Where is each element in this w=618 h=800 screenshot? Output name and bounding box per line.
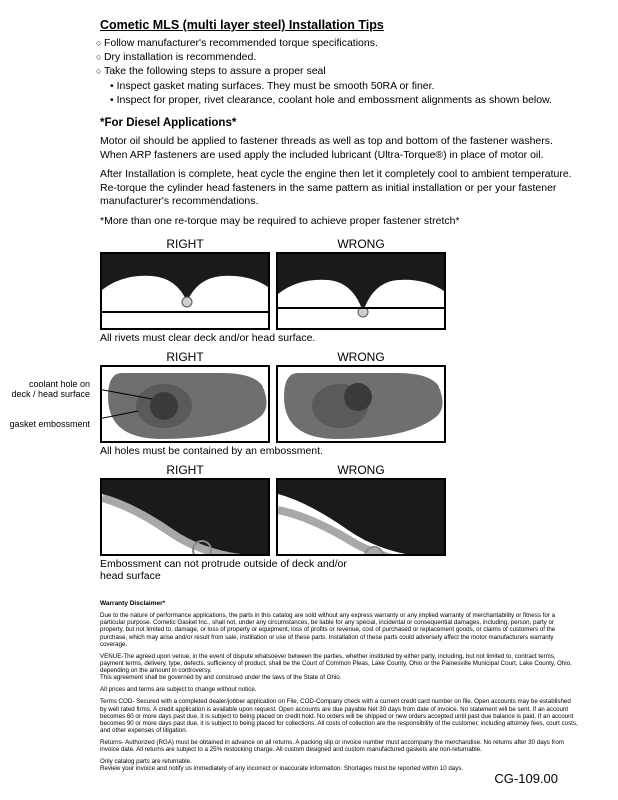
figure-box <box>100 478 270 556</box>
figure-wrong: WRONG <box>276 237 446 330</box>
figure-box <box>100 252 270 330</box>
bullet-item: Follow manufacturer's recommended torque… <box>96 36 588 50</box>
figure-label-wrong: WRONG <box>276 237 446 251</box>
page-title: Cometic MLS (multi layer steel) Installa… <box>100 18 588 32</box>
figure-row-embossment: RIGHT WRONG <box>100 463 588 556</box>
emboss-wrong-svg <box>278 480 446 556</box>
figure-label-wrong: WRONG <box>276 350 446 364</box>
figure-label-right: RIGHT <box>100 463 270 477</box>
figure-label-wrong: WRONG <box>276 463 446 477</box>
figure-caption: All holes must be contained by an emboss… <box>100 445 588 457</box>
figure-box <box>276 252 446 330</box>
figure-label-right: RIGHT <box>100 350 270 364</box>
hole-wrong-svg <box>278 367 446 443</box>
paragraph: After Installation is complete, heat cyc… <box>100 168 578 209</box>
figure-right: RIGHT <box>100 463 270 556</box>
disclaimer-para: Returns- Authorized (RGA) must be obtain… <box>100 739 578 753</box>
figure-wrong: WRONG <box>276 350 446 443</box>
figure-label-right: RIGHT <box>100 237 270 251</box>
paragraph: *More than one re-torque may be required… <box>100 215 578 229</box>
emboss-right-svg <box>102 480 270 556</box>
figure-wrong: WRONG <box>276 463 446 556</box>
figure-caption: All rivets must clear deck and/or head s… <box>100 332 588 344</box>
disclaimer-para: Due to the nature of performance applica… <box>100 612 578 648</box>
warranty-disclaimer: Warranty Disclaimer* Due to the nature o… <box>100 600 578 773</box>
bullet-list: Follow manufacturer's recommended torque… <box>96 36 588 107</box>
rivet-wrong-svg <box>278 254 446 330</box>
paragraph: Motor oil should be applied to fastener … <box>100 135 578 162</box>
callout-coolant-hole: coolant hole on deck / head surface <box>10 380 90 400</box>
hole-right-svg <box>102 367 270 443</box>
figure-row-holes: coolant hole on deck / head surface gask… <box>100 350 588 443</box>
diesel-heading: *For Diesel Applications* <box>100 117 588 129</box>
figure-box <box>276 478 446 556</box>
page-number: CG-109.00 <box>494 771 558 786</box>
rivet-right-svg <box>102 254 270 330</box>
disclaimer-para: All prices and terms are subject to chan… <box>100 686 578 693</box>
bullet-item: Dry installation is recommended. <box>96 50 588 64</box>
callout-gasket-embossment: gasket embossment <box>0 420 90 430</box>
figure-right: RIGHT <box>100 350 270 443</box>
figure-right: RIGHT <box>100 237 270 330</box>
disclaimer-para: VENUE-The agreed upon venue, in the even… <box>100 653 578 682</box>
disclaimer-para: Terms COD- Secured with a completed deal… <box>100 698 578 734</box>
disclaimer-heading: Warranty Disclaimer* <box>100 600 578 607</box>
figures-area: RIGHT WRONG All rivets must clear deck a… <box>100 237 588 582</box>
figure-box <box>276 365 446 443</box>
bullet-sub-item: Inspect gasket mating surfaces. They mus… <box>110 79 588 93</box>
bullet-sub-item: Inspect for proper, rivet clearance, coo… <box>110 93 588 107</box>
figure-box <box>100 365 270 443</box>
bullet-item: Take the following steps to assure a pro… <box>96 64 588 78</box>
figure-row-rivets: RIGHT WRONG <box>100 237 588 330</box>
figure-caption: Embossment can not protrude outside of d… <box>100 558 360 582</box>
